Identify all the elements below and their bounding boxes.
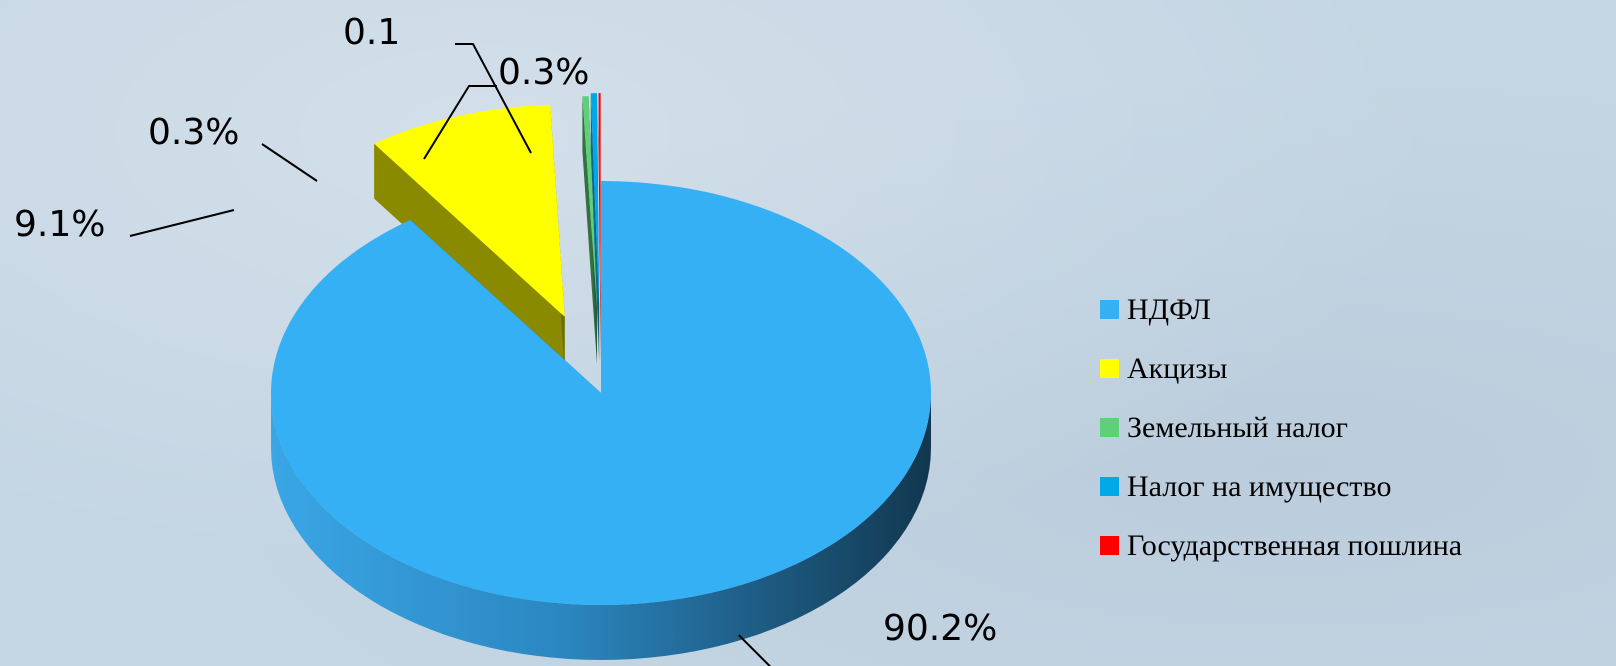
legend-label-property-tax: Налог на имущество [1127,469,1392,503]
pie-slice-excise [374,104,565,372]
data-label-excise: 9.1% [14,204,105,245]
legend-swatch-excise [1100,359,1119,378]
pie-slice-property-tax [590,93,600,361]
pie-top-excise [374,104,565,317]
legend-label-excise: Акцизы [1127,351,1228,385]
leader-line-ndfl [738,634,772,666]
legend-item-property-tax: Налог на имущество [1100,457,1462,516]
legend: НДФЛ Акцизы Земельный налог Налог на иму… [1100,280,1462,575]
legend-label-ndfl: НДФЛ [1127,292,1211,326]
legend-swatch-ndfl [1100,300,1119,319]
pie-top-state-duty [598,93,601,306]
pie-side-ndfl [271,393,931,660]
legend-swatch-state-duty [1100,536,1119,555]
pie-top-land-tax [582,96,597,309]
pie-slice-ndfl [270,181,931,660]
legend-item-excise: Акцизы [1100,339,1462,398]
legend-item-state-duty: Государственная пошлина [1100,516,1462,575]
legend-swatch-land-tax [1100,418,1119,437]
legend-item-ndfl: НДФЛ [1100,280,1462,339]
legend-swatch-property-tax [1100,477,1119,496]
pie-slice-state-duty [598,93,601,361]
data-label-property-tax: 0.3% [498,52,589,93]
legend-item-land-tax: Земельный налог [1100,398,1462,457]
pie-slice-land-tax [582,96,597,364]
pie-face-excise-0 [374,143,565,372]
legend-label-state-duty: Государственная пошлина [1127,528,1463,562]
data-label-ndfl: 90.2% [883,608,997,649]
pie-top-property-tax [590,93,600,306]
data-label-state-duty: 0.1 [343,12,400,53]
data-label-land-tax: 0.3% [148,112,239,153]
leader-line-excise [129,209,235,237]
pie-face-state-duty-0 [598,93,601,361]
pie-face-land-tax-0 [582,96,597,364]
pie-top-ndfl [270,181,931,605]
leader-line-property-tax [423,85,497,160]
leader-line-land-tax [261,143,318,182]
leader-line-state-duty [455,43,532,154]
legend-label-land-tax: Земельный налог [1127,410,1348,444]
pie-face-property-tax-0 [590,93,600,361]
